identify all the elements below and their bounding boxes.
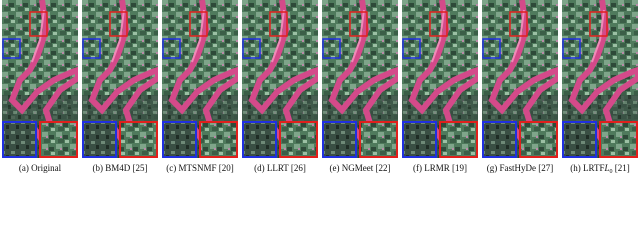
caption-part: [26] bbox=[291, 163, 306, 173]
caption-part: [27] bbox=[538, 163, 553, 173]
caption-part: [22] bbox=[376, 163, 391, 173]
inset-red bbox=[279, 121, 318, 158]
caption-part: MTSNMF bbox=[178, 163, 216, 173]
inset-red bbox=[359, 121, 398, 158]
caption-part: BM4D bbox=[105, 163, 131, 173]
inset-blue bbox=[82, 121, 117, 158]
panel: (c) MTSNMF [20] bbox=[162, 0, 238, 173]
caption-part: LRTF bbox=[583, 163, 604, 173]
inset-blue bbox=[402, 121, 437, 158]
caption-part: [20] bbox=[219, 163, 234, 173]
caption-part: (d) bbox=[254, 163, 265, 173]
inset-red bbox=[519, 121, 558, 158]
caption: (h) LRTFL0 [21] bbox=[570, 163, 629, 175]
caption: (g) FastHyDe [27] bbox=[487, 163, 554, 173]
caption-part: Original bbox=[31, 163, 61, 173]
caption-part: [19] bbox=[452, 163, 467, 173]
caption-part: LLRT bbox=[267, 163, 289, 173]
zoom-box-blue bbox=[162, 38, 181, 59]
figure: (a) Original (b) BM4D [25] (c) MTSNMF [20]… bbox=[2, 0, 638, 175]
inset-blue bbox=[2, 121, 37, 158]
zoom-box-blue bbox=[2, 38, 21, 59]
zoom-box-blue bbox=[482, 38, 501, 59]
caption: (c) MTSNMF [20] bbox=[166, 163, 234, 173]
caption-part: [21] bbox=[615, 163, 630, 173]
caption-part: (e) bbox=[330, 163, 340, 173]
zoom-box-blue bbox=[82, 38, 101, 59]
zoom-box-red bbox=[509, 11, 528, 37]
zoom-box-red bbox=[109, 11, 128, 37]
caption-part: (c) bbox=[166, 163, 176, 173]
panel: (f) LRMR [19] bbox=[402, 0, 478, 173]
zoom-box-blue bbox=[322, 38, 341, 59]
inset-blue bbox=[562, 121, 597, 158]
panel: (h) LRTFL0 [21] bbox=[562, 0, 638, 175]
caption: (a) Original bbox=[19, 163, 62, 173]
inset-red bbox=[439, 121, 478, 158]
caption-part: (h) bbox=[570, 163, 581, 173]
inset-red bbox=[119, 121, 158, 158]
caption-part: (b) bbox=[92, 163, 103, 173]
inset-blue bbox=[322, 121, 357, 158]
caption-part: FastHyDe bbox=[500, 163, 537, 173]
zoom-box-blue bbox=[242, 38, 261, 59]
caption-part: NGMeet bbox=[342, 163, 374, 173]
caption-part: LRMR bbox=[424, 163, 450, 173]
panel: (e) NGMeet [22] bbox=[322, 0, 398, 173]
caption: (d) LLRT [26] bbox=[254, 163, 306, 173]
zoom-box-red bbox=[29, 11, 48, 37]
caption-part: [25] bbox=[133, 163, 148, 173]
panel: (d) LLRT [26] bbox=[242, 0, 318, 173]
zoom-box-blue bbox=[562, 38, 581, 59]
zoom-box-red bbox=[349, 11, 368, 37]
inset-blue bbox=[242, 121, 277, 158]
caption: (e) NGMeet [22] bbox=[330, 163, 391, 173]
inset-blue bbox=[482, 121, 517, 158]
zoom-box-red bbox=[269, 11, 288, 37]
caption-part: (g) bbox=[487, 163, 498, 173]
zoom-box-red bbox=[189, 11, 208, 37]
caption-part: (a) bbox=[19, 163, 29, 173]
inset-red bbox=[599, 121, 638, 158]
zoom-box-red bbox=[589, 11, 608, 37]
caption: (f) LRMR [19] bbox=[413, 163, 467, 173]
caption-part: (f) bbox=[413, 163, 422, 173]
inset-red bbox=[39, 121, 78, 158]
inset-red bbox=[199, 121, 238, 158]
caption-part: L bbox=[603, 163, 609, 173]
inset-blue bbox=[162, 121, 197, 158]
zoom-box-red bbox=[429, 11, 448, 37]
panel: (b) BM4D [25] bbox=[82, 0, 158, 173]
panel: (g) FastHyDe [27] bbox=[482, 0, 558, 173]
caption-part: 0 bbox=[609, 169, 612, 175]
panel: (a) Original bbox=[2, 0, 78, 173]
zoom-box-blue bbox=[402, 38, 421, 59]
caption: (b) BM4D [25] bbox=[92, 163, 147, 173]
